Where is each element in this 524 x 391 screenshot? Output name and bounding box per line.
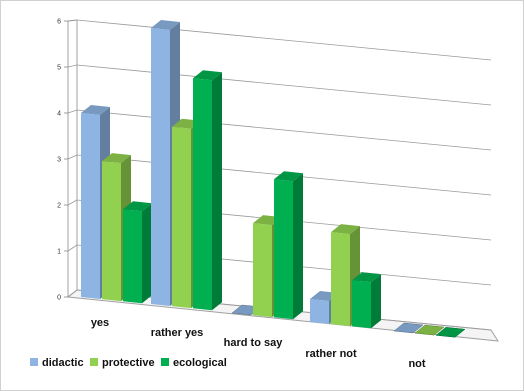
bar-front-face [123, 209, 142, 304]
category-label: rather yes [151, 327, 204, 339]
bar-protective-not [414, 324, 445, 336]
bar-top-face [123, 201, 152, 212]
legend-item-protective: protective [90, 357, 155, 369]
bar-ecological-not [435, 327, 466, 338]
y-tick-label: 0 [57, 295, 61, 302]
y-tick-label: 2 [57, 203, 61, 210]
bar-front-face [310, 299, 329, 324]
y-tick-label: 1 [57, 249, 61, 256]
bar-top-face [352, 272, 381, 283]
bar-side-face [142, 203, 152, 304]
bar-ecological-rather-not [352, 272, 381, 329]
y-tick-label: 3 [57, 157, 61, 164]
category-label: hard to say [224, 337, 284, 349]
legend-label: didactic [42, 357, 84, 369]
bar-front-face [331, 232, 350, 327]
bar-top-face [414, 324, 445, 336]
bar-ecological-hard-to-say [274, 171, 303, 320]
gridline-6 [76, 19, 492, 61]
legend-swatch [161, 358, 169, 366]
legend-item-didactic: didactic [30, 357, 84, 369]
bar-ecological-yes [123, 201, 152, 304]
bar-top-face [435, 327, 466, 338]
bar-front-face [81, 113, 100, 299]
bar-front-face [352, 280, 371, 329]
category-labels: yes rather yes hard to say rather not not [91, 317, 426, 370]
y-axis-ticks: 0 1 2 3 4 5 6 [57, 19, 68, 302]
gridline-side-2 [67, 199, 78, 206]
bar-top-face [81, 105, 110, 115]
legend-swatch [30, 358, 38, 366]
bar-didactic-not [393, 322, 424, 334]
y-tick-label: 4 [57, 111, 61, 118]
bar-ecological-rather-yes [193, 70, 222, 311]
category-label: yes [91, 317, 109, 329]
bar-front-face [151, 28, 170, 306]
bar-front-face [172, 126, 191, 309]
bar-side-face [212, 72, 222, 311]
bar-top-face [331, 224, 360, 235]
gridline-side-4 [67, 109, 78, 114]
category-label: rather not [305, 348, 357, 360]
legend: didactic protective ecological [30, 357, 227, 369]
bar-front-face [274, 179, 293, 320]
gridline-5 [76, 64, 492, 106]
gridline-side-3 [67, 154, 78, 160]
bar-side-face [293, 173, 303, 320]
gridline-side-1 [67, 244, 78, 252]
legend-item-ecological: ecological [161, 357, 227, 369]
legend-label: protective [102, 357, 155, 369]
legend-swatch [90, 358, 98, 366]
gridline-4 [76, 109, 492, 151]
bar-top-face [274, 171, 303, 182]
gridline-side-0 [67, 289, 78, 298]
y-tick-label: 5 [57, 65, 61, 72]
y-tick-label: 6 [57, 19, 61, 26]
category-label: not [408, 358, 425, 370]
bar-top-face [193, 70, 222, 81]
gridline-side-5 [67, 64, 78, 68]
bar-front-face [253, 223, 272, 318]
bars [81, 20, 466, 338]
bar-top-face [151, 20, 180, 30]
bar-top-face [393, 322, 424, 334]
bar-front-face [102, 161, 121, 302]
gridline-side-6 [67, 19, 78, 22]
bar-top-face [102, 153, 131, 164]
bar-front-face [193, 78, 212, 311]
bar-side-face [371, 274, 381, 329]
legend-label: ecological [173, 357, 227, 369]
